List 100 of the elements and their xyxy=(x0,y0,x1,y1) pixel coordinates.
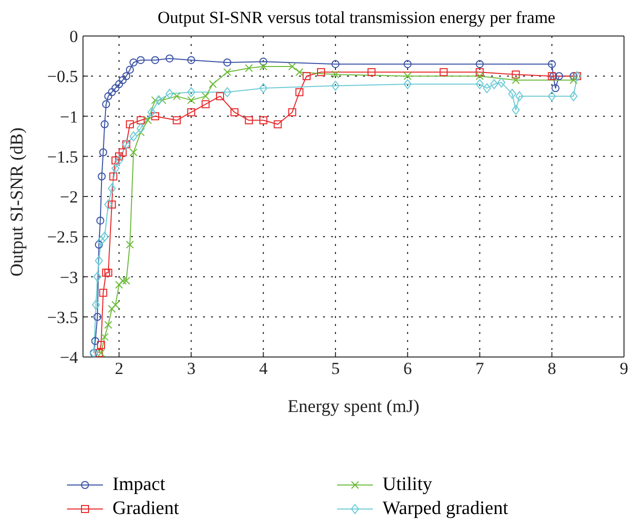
point xyxy=(223,58,232,66)
point xyxy=(570,91,578,102)
y-tick-label: −3 xyxy=(60,268,78,287)
point xyxy=(551,84,560,92)
point xyxy=(93,272,102,282)
point xyxy=(122,276,130,285)
point xyxy=(129,148,138,156)
point xyxy=(202,92,210,100)
point xyxy=(288,108,296,116)
point xyxy=(259,116,268,124)
point xyxy=(104,92,112,100)
point xyxy=(144,116,152,124)
point xyxy=(331,70,340,79)
point xyxy=(100,332,109,341)
legend-label: Impact xyxy=(112,474,166,496)
point xyxy=(508,88,516,99)
point xyxy=(331,60,340,68)
y-tick-label: −0.5 xyxy=(47,67,78,86)
point xyxy=(94,256,103,266)
point xyxy=(440,68,448,76)
point xyxy=(94,240,103,249)
x-tick-label: 5 xyxy=(331,359,340,378)
point xyxy=(476,68,484,76)
point xyxy=(136,116,145,124)
point xyxy=(404,60,412,68)
point xyxy=(111,84,120,92)
point xyxy=(244,116,253,124)
point xyxy=(97,340,106,349)
point xyxy=(148,107,156,118)
y-tick-label: −1 xyxy=(60,107,78,126)
point xyxy=(108,304,116,313)
point xyxy=(122,72,130,80)
point xyxy=(548,60,556,68)
point xyxy=(166,88,174,99)
point xyxy=(317,68,326,76)
point xyxy=(111,163,120,174)
point xyxy=(154,95,163,106)
x-tick-label: 3 xyxy=(186,359,196,378)
point xyxy=(404,79,412,90)
point xyxy=(259,58,268,66)
point xyxy=(187,56,196,64)
point xyxy=(118,148,127,156)
x-tick-label: 7 xyxy=(475,359,484,378)
point xyxy=(118,76,127,84)
point xyxy=(115,80,124,88)
y-axis-title: Output SI-SNR (dB) xyxy=(6,127,26,276)
point xyxy=(202,100,210,108)
point xyxy=(99,148,108,156)
point xyxy=(126,240,134,249)
point xyxy=(98,172,106,180)
point xyxy=(91,336,100,345)
point xyxy=(108,183,116,194)
point xyxy=(512,104,520,115)
point xyxy=(259,62,268,70)
point xyxy=(104,268,112,277)
point xyxy=(118,276,127,285)
point xyxy=(368,68,376,76)
legend-label: Warped gradient xyxy=(382,498,508,520)
legend-label: Gradient xyxy=(112,498,179,520)
x-tick-label: 6 xyxy=(403,359,412,378)
point xyxy=(404,72,412,80)
legend-label: Utility xyxy=(382,474,432,496)
point xyxy=(223,68,232,76)
point xyxy=(111,156,120,164)
y-tick-label: 0 xyxy=(70,27,78,46)
chart-title: Output SI-SNR versus total transmission energy per frame xyxy=(156,8,556,29)
point xyxy=(548,91,556,102)
point xyxy=(96,216,104,225)
point xyxy=(476,60,484,68)
point xyxy=(151,112,160,120)
point xyxy=(92,300,100,310)
point xyxy=(109,172,118,180)
point xyxy=(476,72,484,80)
point xyxy=(288,62,296,70)
x-tick-label: 8 xyxy=(548,359,556,378)
point xyxy=(331,80,340,91)
point xyxy=(230,108,238,116)
point xyxy=(94,348,103,357)
point xyxy=(126,66,134,74)
point xyxy=(570,76,578,84)
point xyxy=(115,280,124,289)
point xyxy=(295,88,304,96)
y-tick-label: −2 xyxy=(60,188,78,207)
point xyxy=(108,200,116,209)
point xyxy=(104,200,112,210)
point xyxy=(111,300,120,309)
point xyxy=(555,72,564,80)
point xyxy=(295,68,304,76)
point xyxy=(115,155,124,166)
y-tick-label: −1.5 xyxy=(47,147,78,166)
point xyxy=(244,64,253,72)
point xyxy=(512,76,520,84)
point xyxy=(497,78,506,88)
point xyxy=(259,83,268,94)
point xyxy=(570,72,578,80)
point xyxy=(490,79,498,90)
x-tick-label: 4 xyxy=(259,359,268,378)
point xyxy=(115,152,124,160)
point xyxy=(102,268,110,277)
point xyxy=(187,96,196,104)
